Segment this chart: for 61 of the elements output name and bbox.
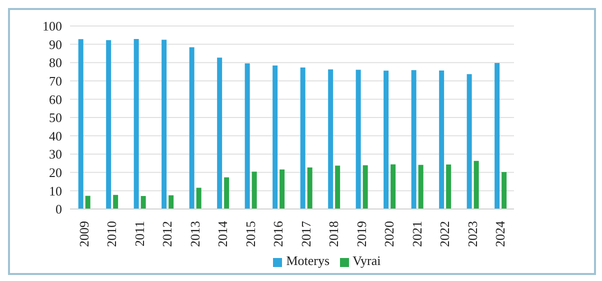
bar	[134, 38, 139, 209]
bar	[362, 165, 368, 209]
x-tick-label: 2024	[492, 220, 508, 247]
bar	[280, 169, 285, 209]
x-tick-label: 2010	[104, 221, 120, 247]
bar	[140, 196, 146, 209]
x-tick-label: 2014	[215, 220, 230, 247]
y-tick-label: 40	[49, 128, 62, 144]
bar	[85, 196, 90, 209]
bar	[411, 70, 416, 209]
bar	[78, 39, 84, 209]
bar	[252, 172, 257, 209]
x-tick-label: 2017	[298, 220, 314, 247]
bar	[466, 74, 472, 209]
bar	[224, 177, 230, 209]
x-tick-label: 2015	[242, 221, 258, 247]
bar	[502, 172, 507, 209]
legend-label: Vyrai	[352, 253, 381, 268]
x-tick-label: 2022	[437, 221, 452, 247]
x-tick-label: 2009	[76, 221, 92, 247]
bar	[494, 62, 500, 209]
y-tick-label: 20	[49, 165, 62, 180]
bar	[418, 164, 424, 209]
y-tick-label: 50	[49, 110, 62, 126]
x-tick-label: 2021	[409, 221, 424, 247]
bar	[106, 40, 112, 209]
y-tick-label: 0	[56, 202, 62, 217]
x-tick-label: 2020	[382, 221, 397, 247]
x-tick-label: 2023	[464, 221, 480, 247]
bar	[474, 160, 479, 209]
bar	[384, 70, 389, 209]
bar	[217, 58, 222, 209]
x-tick-label: 2013	[187, 221, 202, 247]
x-tick-label: 2016	[270, 220, 286, 247]
bar	[446, 164, 452, 209]
y-tick-label: 80	[49, 55, 62, 70]
bar	[244, 63, 250, 209]
bar	[300, 68, 306, 209]
bar	[439, 70, 444, 209]
bar	[272, 66, 278, 209]
bar	[390, 164, 396, 209]
legend-label: Moterys	[286, 253, 330, 268]
x-tick-label: 2019	[354, 221, 369, 247]
y-tick-label: 100	[42, 18, 62, 34]
y-tick-label: 30	[49, 146, 62, 162]
bar	[189, 47, 194, 209]
bar	[328, 69, 334, 209]
bar	[162, 40, 167, 209]
bar	[335, 166, 340, 209]
x-tick-label: 2011	[132, 221, 147, 247]
bar	[307, 167, 312, 209]
bar	[168, 195, 174, 209]
x-tick-label: 2018	[326, 221, 342, 247]
bar	[356, 70, 361, 209]
bar	[113, 194, 118, 209]
bar	[196, 188, 202, 209]
y-tick-label: 10	[49, 183, 62, 198]
y-tick-label: 60	[49, 92, 62, 107]
y-tick-label: 70	[49, 74, 62, 89]
x-tick-label: 2012	[160, 221, 175, 247]
y-tick-label: 90	[49, 36, 62, 52]
